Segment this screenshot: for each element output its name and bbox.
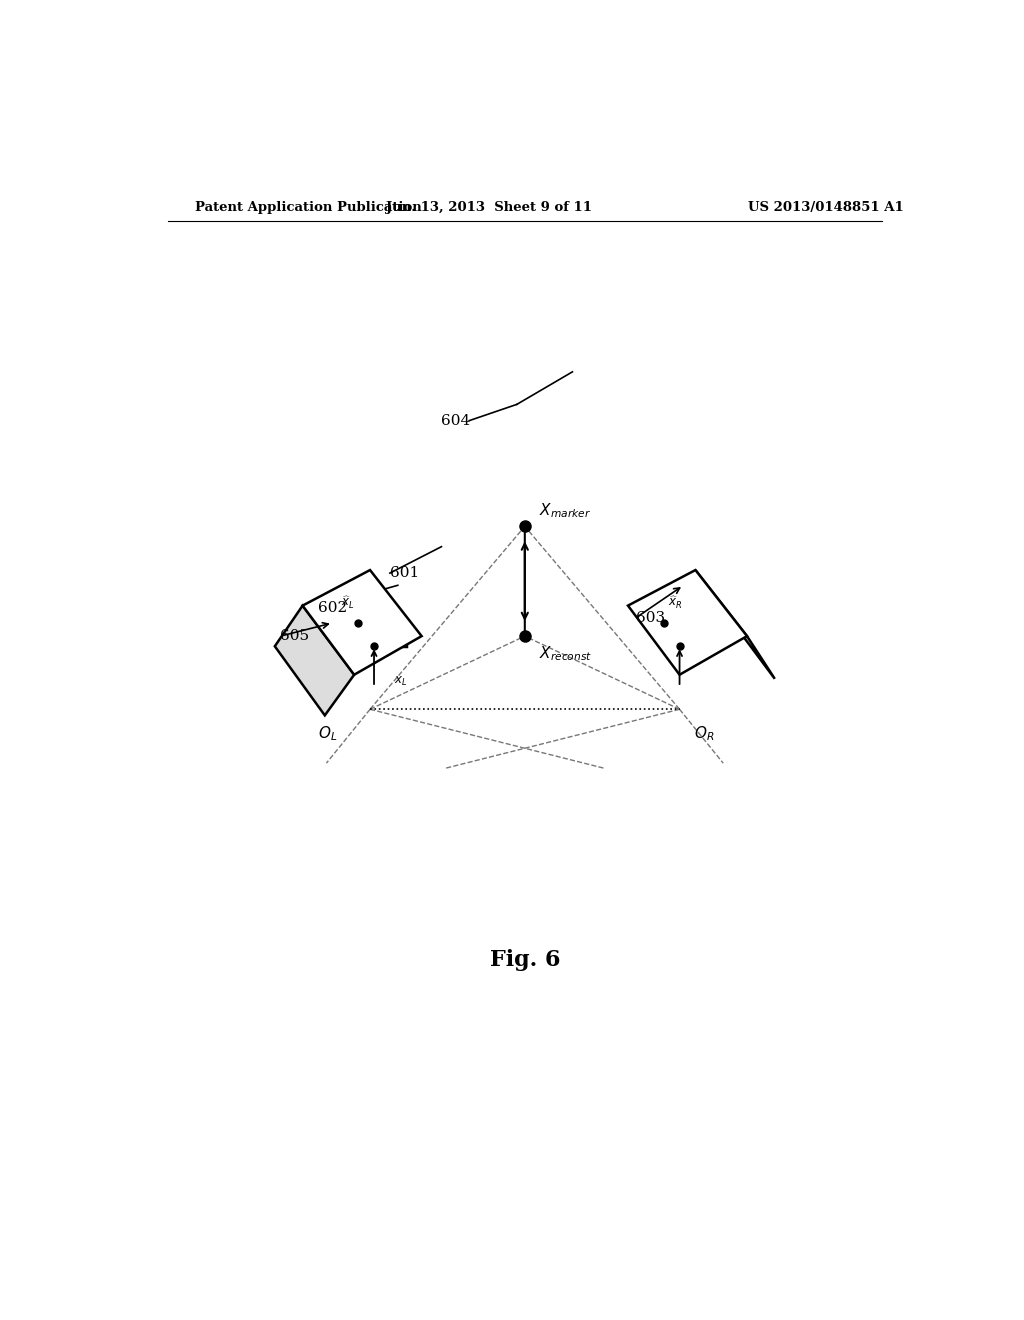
Polygon shape: [303, 570, 422, 675]
Text: $\widehat{x}_R$: $\widehat{x}_R$: [668, 594, 682, 611]
Text: 604: 604: [441, 413, 471, 428]
Text: 601: 601: [390, 566, 419, 579]
Text: $x_L$: $x_L$: [394, 675, 408, 688]
Text: $O_R$: $O_R$: [694, 725, 714, 743]
Text: $X_{marker}$: $X_{marker}$: [539, 502, 591, 520]
Text: Patent Application Publication: Patent Application Publication: [196, 201, 422, 214]
Text: Fig. 6: Fig. 6: [489, 949, 560, 972]
Polygon shape: [628, 570, 748, 675]
Text: 605: 605: [281, 630, 309, 643]
Text: 602: 602: [318, 601, 348, 615]
Text: US 2013/0148851 A1: US 2013/0148851 A1: [749, 201, 904, 214]
Polygon shape: [695, 570, 775, 678]
Text: $X_{reconst}$: $X_{reconst}$: [539, 644, 592, 663]
Text: Jun. 13, 2013  Sheet 9 of 11: Jun. 13, 2013 Sheet 9 of 11: [386, 201, 592, 214]
Text: $O_L$: $O_L$: [318, 725, 338, 743]
Text: $\widehat{x}_L$: $\widehat{x}_L$: [341, 594, 354, 611]
Polygon shape: [274, 606, 354, 715]
Text: 603: 603: [636, 611, 665, 624]
